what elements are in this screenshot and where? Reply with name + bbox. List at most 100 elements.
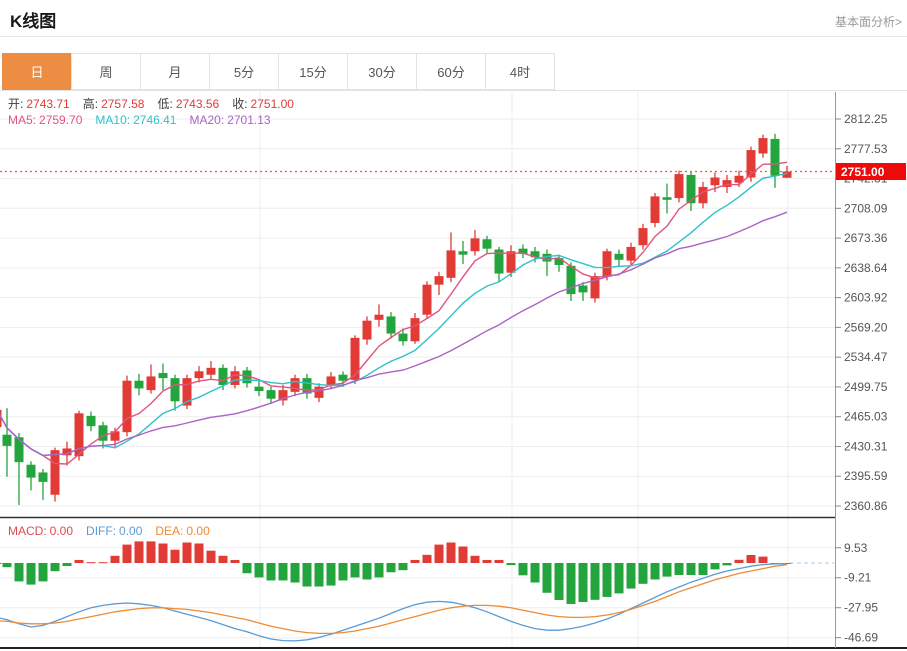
macd-bar (518, 563, 528, 576)
macd-bar (530, 563, 540, 583)
macd-bar (578, 563, 588, 603)
candle-body (14, 437, 24, 463)
candle-body (374, 314, 384, 320)
macd-bar (614, 563, 624, 594)
tab-interval-0[interactable]: 日 (2, 53, 72, 90)
candle-body (782, 171, 792, 178)
candle-body (734, 175, 744, 183)
candle-body (122, 380, 132, 433)
candle-body (434, 276, 444, 285)
macd-bar (0, 563, 2, 564)
tabbar-divider (0, 90, 907, 91)
tab-interval-4[interactable]: 15分 (278, 53, 348, 90)
macd-bar (14, 563, 24, 582)
candle-body (674, 174, 684, 199)
candle-body (266, 390, 276, 399)
ma-label: MA20: (189, 113, 225, 127)
axis-tick-label: -46.69 (844, 631, 878, 645)
candle-body (2, 434, 12, 446)
candle-body (86, 415, 96, 427)
fundamental-analysis-link[interactable]: 基本面分析> (834, 15, 902, 29)
candle-body (278, 390, 288, 401)
candle-body (590, 276, 600, 299)
macd-bar (2, 563, 12, 568)
ohlc-label: 开: (8, 97, 24, 111)
macd-bar (626, 563, 636, 589)
candle-body (242, 370, 252, 384)
candle-body (626, 246, 636, 261)
macd-bar (278, 563, 288, 581)
candle-body (542, 253, 552, 262)
macd-pair: MACD: 0.00 (8, 524, 73, 538)
axis-tick-label: 2465.03 (844, 410, 888, 424)
macd-bar (26, 563, 36, 585)
macd-bar (206, 550, 216, 563)
candle-body (710, 177, 720, 186)
macd-bar (458, 546, 468, 563)
macd-bar (110, 555, 120, 563)
interval-tabbar: 日周月 5分 15分 30分 60分 4时 (2, 53, 555, 90)
ohlc-label: 高: (82, 97, 99, 111)
candle-body (506, 251, 516, 273)
candle-body (50, 450, 60, 495)
ma10-line (0, 172, 788, 457)
macd-bar (158, 543, 168, 563)
axis-tick-label: 2708.09 (844, 201, 888, 215)
candle-body (230, 371, 240, 385)
tab-interval-2[interactable]: 月 (140, 53, 210, 90)
macd-bar (182, 542, 192, 563)
candle-body (338, 374, 348, 381)
candle-body (722, 180, 732, 187)
candle-body (386, 316, 396, 334)
macd-bar (374, 563, 384, 578)
candle-body (110, 431, 120, 441)
candle-body (650, 196, 660, 223)
candle-body (458, 251, 468, 255)
candle-body (254, 386, 264, 391)
candle-body (686, 174, 696, 204)
macd-bar (62, 563, 72, 567)
current-price-tag (836, 163, 906, 181)
ma20-line (0, 211, 788, 457)
macd-bar (74, 559, 84, 563)
page-title: K线图 (10, 12, 57, 31)
ma-value: 2701.13 (227, 113, 271, 127)
candle-body (74, 413, 84, 457)
macd-bar (170, 549, 180, 563)
ohlc-value: 2743.71 (26, 97, 70, 111)
axis-tick-label: 2777.53 (844, 142, 888, 156)
macd-bar (506, 563, 516, 566)
macd-bar (38, 563, 48, 582)
macd-bar (446, 542, 456, 563)
candle-body (314, 386, 324, 398)
tab-interval-6[interactable]: 60分 (416, 53, 486, 90)
ma-pair: MA10: 2746.41 (95, 113, 176, 127)
ma-label: MA5: (8, 113, 37, 127)
tab-interval-3[interactable]: 5分 (209, 53, 279, 90)
macd-bar (470, 555, 480, 563)
macd-bar (638, 563, 648, 584)
dea-line (0, 563, 788, 635)
tab-interval-1[interactable]: 周 (71, 53, 141, 90)
candle-body (362, 320, 372, 340)
macd-label: DEA: (155, 524, 184, 538)
candle-body (326, 376, 336, 385)
candle-body (0, 409, 2, 428)
candle-body (98, 425, 108, 441)
tab-interval-7[interactable]: 4时 (485, 53, 555, 90)
macd-bar (482, 559, 492, 563)
ohlc-label: 低: (157, 97, 173, 111)
macd-bar (362, 563, 372, 580)
macd-bar (134, 541, 144, 563)
macd-bar (266, 563, 276, 581)
macd-bar (338, 563, 348, 581)
macd-bar (602, 563, 612, 597)
macd-bar (398, 563, 408, 571)
tab-interval-5[interactable]: 30分 (347, 53, 417, 90)
current-price-tag-value: 2751.00 (841, 165, 885, 179)
macd-bar (566, 563, 576, 604)
macd-bar (722, 563, 732, 566)
candle-body (470, 238, 480, 252)
macd-bar (710, 563, 720, 570)
